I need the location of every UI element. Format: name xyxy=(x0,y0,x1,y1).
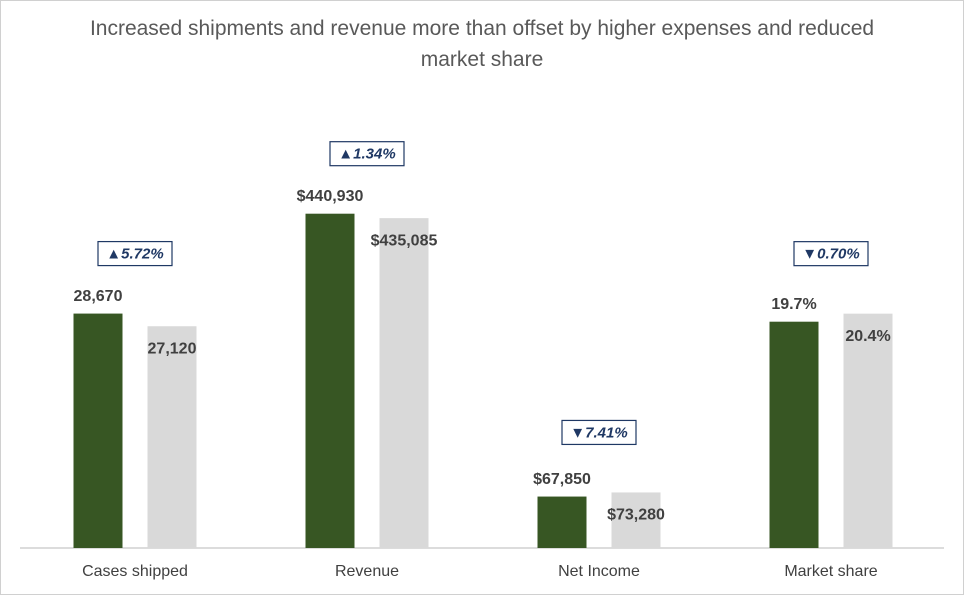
chart-title: Increased shipments and revenue more tha… xyxy=(89,17,875,71)
bar xyxy=(611,492,661,548)
x-tick-label: Revenue xyxy=(335,563,399,580)
bar xyxy=(379,218,429,548)
change-box xyxy=(793,241,869,267)
change-label: ▲1.34% xyxy=(338,146,395,163)
change-box xyxy=(97,240,173,267)
value-label: 27,120 xyxy=(148,340,197,357)
bar xyxy=(769,321,819,548)
value-label: $67,850 xyxy=(533,471,591,488)
value-label: 28,670 xyxy=(74,288,123,305)
value-label: $435,085 xyxy=(371,232,438,249)
bar xyxy=(147,326,197,548)
change-box xyxy=(329,141,405,167)
value-label: $440,930 xyxy=(297,188,364,205)
bar xyxy=(537,496,587,548)
change-label: ▼7.41% xyxy=(570,424,627,441)
bar xyxy=(305,213,355,548)
x-tick-label: Net Income xyxy=(558,563,640,580)
change-label: ▲5.72% xyxy=(106,246,163,263)
bar xyxy=(73,313,123,548)
bar xyxy=(843,313,893,548)
change-label: ▼0.70% xyxy=(802,246,859,263)
change-box xyxy=(561,419,637,446)
value-label: $73,280 xyxy=(607,507,665,524)
x-tick-label: Cases shipped xyxy=(82,563,188,580)
value-label: 20.4% xyxy=(845,328,890,345)
x-tick-label: Market share xyxy=(784,563,877,580)
value-label: 19.7% xyxy=(771,296,816,313)
